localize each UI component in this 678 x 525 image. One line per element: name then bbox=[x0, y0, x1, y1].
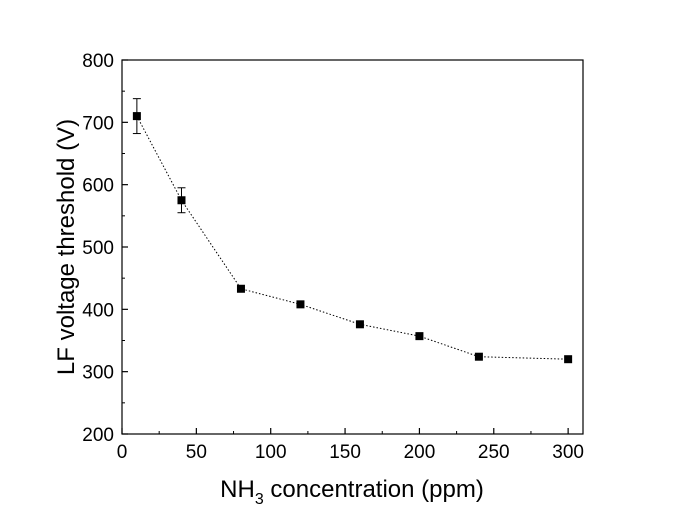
y-tick-label: 500 bbox=[82, 238, 114, 259]
data-point bbox=[236, 284, 245, 293]
series-line bbox=[136, 115, 569, 360]
x-axis: 0 50 100 150 200 250 300 bbox=[117, 428, 584, 463]
x-tick-label: 0 bbox=[117, 442, 128, 463]
y-tick-label: 800 bbox=[82, 51, 114, 72]
x-tick-label: 50 bbox=[186, 442, 207, 463]
y-tick-label: 300 bbox=[82, 363, 114, 384]
y-tick-label: 200 bbox=[82, 425, 114, 446]
x-axis-title-prefix: NH bbox=[220, 476, 255, 503]
x-axis-title: NH3 concentration (ppm) bbox=[220, 476, 484, 508]
y-tick-label: 700 bbox=[82, 113, 114, 134]
x-tick-label: 300 bbox=[552, 442, 584, 463]
plot-frame bbox=[121, 59, 584, 435]
y-axis-title: LF voltage threshold (V) bbox=[53, 119, 80, 375]
data-point bbox=[296, 300, 305, 309]
data-point bbox=[474, 352, 483, 361]
y-axis: 200 300 400 500 600 700 800 bbox=[82, 51, 128, 446]
x-tick-label: 250 bbox=[478, 442, 510, 463]
data-point bbox=[564, 355, 573, 364]
x-axis-title-suffix: concentration (ppm) bbox=[264, 476, 484, 503]
data-point bbox=[132, 112, 141, 121]
x-tick-label: 200 bbox=[404, 442, 436, 463]
data-point bbox=[415, 332, 424, 341]
y-tick-label: 600 bbox=[82, 176, 114, 197]
data-point bbox=[355, 320, 364, 329]
data-point bbox=[177, 196, 186, 205]
x-axis-title-subscript: 3 bbox=[255, 491, 264, 508]
x-tick-label: 100 bbox=[255, 442, 287, 463]
plot-area bbox=[121, 59, 584, 435]
x-tick-label: 150 bbox=[329, 442, 361, 463]
data-series bbox=[132, 98, 573, 364]
y-tick-label: 400 bbox=[82, 300, 114, 321]
